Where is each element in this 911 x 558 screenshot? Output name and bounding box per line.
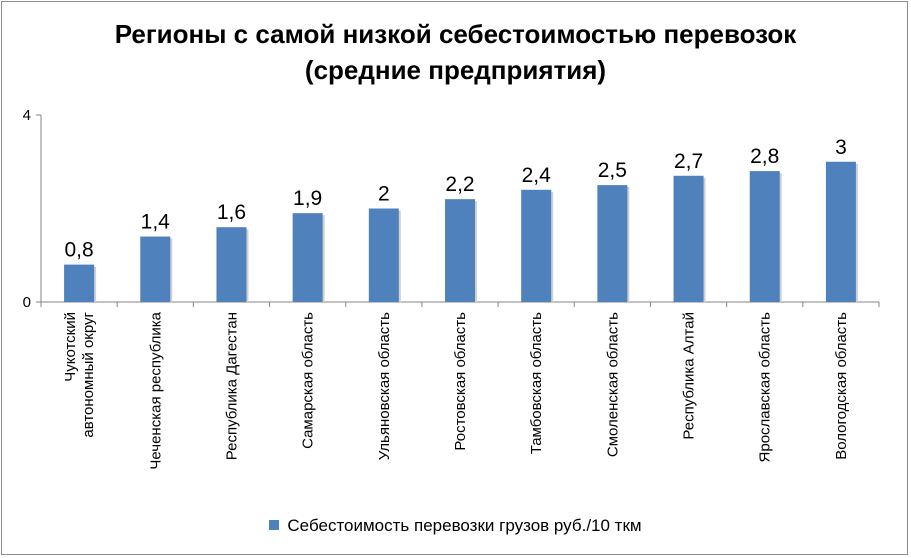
- bar: [597, 185, 628, 302]
- x-tick-label: Ярославская область: [757, 312, 774, 463]
- data-label: 1,6: [217, 201, 246, 224]
- legend: Себестоимость перевозки грузов руб./10 т…: [0, 516, 911, 536]
- data-label: 2,8: [750, 145, 779, 168]
- bar: [64, 264, 95, 302]
- data-label: 1,4: [141, 211, 171, 234]
- data-label: 3: [835, 136, 847, 159]
- legend-label: Себестоимость перевозки грузов руб./10 т…: [287, 516, 642, 535]
- x-tick-label-line: Смоленская область: [604, 312, 621, 457]
- x-tick-label: Самарская область: [300, 312, 317, 449]
- x-tick-label: Республика Алтай: [681, 312, 698, 440]
- x-tick-label-line: Республика Дагестан: [223, 312, 240, 460]
- data-label: 2,5: [598, 159, 627, 182]
- data-label: 0,8: [64, 239, 93, 262]
- bar: [445, 199, 475, 302]
- legend-swatch: [269, 520, 280, 530]
- x-tick-label: Чукотскийавтономный округ: [62, 311, 97, 437]
- x-tick-label: Республика Дагестан: [223, 312, 240, 460]
- x-tick-label-line: Ульяновская область: [376, 312, 393, 460]
- x-tick-label: Тамбовская область: [528, 312, 545, 454]
- bar: [216, 227, 247, 302]
- y-tick-label: 0: [23, 294, 31, 311]
- x-tick-label: Смоленская область: [604, 312, 621, 457]
- data-label: 2,2: [445, 173, 474, 196]
- x-tick-label: Ульяновская область: [376, 312, 393, 460]
- bar: [825, 161, 856, 302]
- x-tick-label-line: Тамбовская область: [528, 312, 545, 454]
- x-tick-label-line: Вологодская область: [833, 312, 850, 460]
- x-tick-label-line: Ростовская область: [452, 312, 469, 451]
- bar: [749, 171, 780, 302]
- chart-title: Регионы с самой низкой себестоимостью пе…: [0, 16, 911, 88]
- x-tick-label: Чеченская республика: [147, 311, 164, 469]
- bar: [292, 213, 323, 302]
- y-tick-label: 4: [23, 107, 31, 124]
- data-label: 2,7: [674, 150, 703, 173]
- chart-title-line-2: (средние предприятия): [304, 55, 607, 85]
- x-tick-label-line: Чеченская республика: [147, 311, 164, 469]
- x-tick-label-line: Самарская область: [300, 312, 317, 449]
- x-tick-label: Вологодская область: [833, 312, 850, 460]
- bar: [673, 175, 704, 302]
- data-label: 1,9: [293, 187, 322, 210]
- x-tick-label-line: Республика Алтай: [681, 312, 698, 440]
- bar: [368, 208, 399, 302]
- x-tick-label-line: автономный округ: [80, 311, 97, 437]
- data-label: 2,4: [522, 164, 552, 187]
- x-tick-label-line: Чукотский: [62, 312, 79, 382]
- bar: [140, 236, 171, 302]
- data-label: 2: [378, 183, 390, 206]
- chart-title-line-1: Регионы с самой низкой себестоимостью пе…: [114, 19, 797, 49]
- bar: [521, 189, 552, 302]
- x-tick-label: Ростовская область: [452, 312, 469, 451]
- x-tick-label-line: Ярославская область: [757, 312, 774, 463]
